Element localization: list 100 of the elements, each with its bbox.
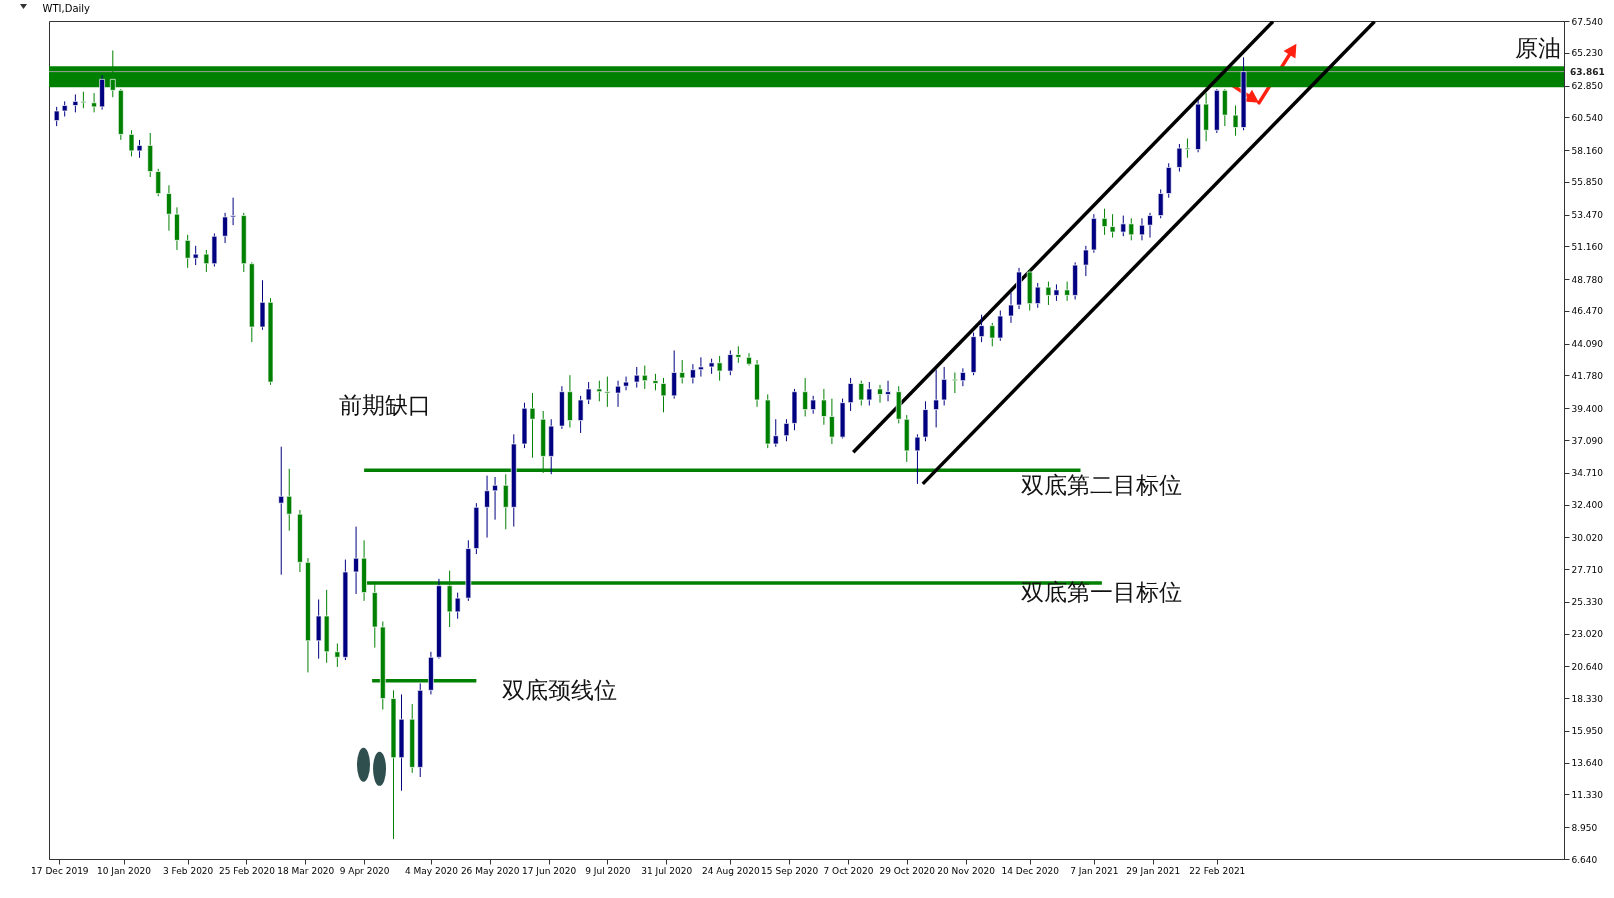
- candlestick: [727, 349, 734, 376]
- y-tick-label: 58.160: [1571, 145, 1604, 156]
- y-tick-label: 32.400: [1571, 500, 1604, 511]
- candlestick: [155, 168, 162, 197]
- y-tick-label: 37.090: [1571, 435, 1604, 446]
- y-tick-label: 6.640: [1571, 854, 1598, 865]
- candlestick: [353, 526, 359, 595]
- x-tick-label: 10 Jan 2020: [97, 865, 152, 876]
- x-tick-label: 26 May 2020: [460, 865, 520, 876]
- annotation: 原油: [1515, 35, 1562, 61]
- candlestick: [230, 197, 236, 226]
- annotation: 双底颈线位: [502, 678, 618, 704]
- candlestick: [772, 418, 779, 448]
- x-tick-label: 4 May 2020: [404, 865, 459, 876]
- x-tick-label: 17 Dec 2019: [31, 865, 89, 876]
- candlestick: [454, 592, 461, 620]
- candlestick: [1128, 217, 1135, 241]
- annotation: 双底第一目标位: [1021, 580, 1183, 606]
- candlestick: [596, 380, 603, 402]
- candlestick: [623, 376, 629, 391]
- y-tick-label: 13.640: [1571, 758, 1604, 769]
- x-tick-label: 3 Feb 2020: [163, 865, 214, 876]
- candlestick: [633, 366, 640, 389]
- y-tick-label: 46.470: [1571, 306, 1604, 317]
- candlestick: [866, 381, 873, 406]
- candlestick: [933, 369, 939, 428]
- ref-line-label: 63.861: [1570, 66, 1605, 77]
- candlestick: [989, 322, 996, 347]
- candlestick: [960, 367, 966, 387]
- x-tick-label: 29 Jan 2021: [1126, 865, 1181, 876]
- candlestick: [1064, 281, 1070, 302]
- y-tick-label: 60.540: [1571, 112, 1604, 123]
- x-tick-label: 20 Nov 2020: [937, 865, 996, 876]
- chart-title: WTI,Daily: [42, 3, 91, 14]
- y-tick-label: 62.850: [1571, 81, 1604, 92]
- candlestick: [502, 473, 509, 530]
- y-tick-label: 39.400: [1571, 403, 1604, 414]
- x-tick-label: 29 Oct 2020: [879, 865, 936, 876]
- y-tick-label: 27.710: [1571, 564, 1604, 575]
- candlestick: [858, 380, 865, 406]
- candlestick: [222, 212, 228, 244]
- x-tick-label: 25 Feb 2020: [218, 865, 276, 876]
- candlestick: [877, 384, 883, 404]
- candlestick: [1157, 188, 1164, 219]
- y-tick-label: 20.640: [1571, 661, 1604, 672]
- y-tick-label: 25.330: [1571, 597, 1604, 608]
- candlestick: [829, 398, 835, 445]
- x-tick-label: 18 Mar 2020: [277, 865, 335, 876]
- candlestick: [91, 92, 97, 113]
- candlestick: [679, 359, 686, 384]
- y-tick-label: 15.950: [1571, 726, 1604, 737]
- candlestick: [885, 380, 891, 402]
- candlestick: [802, 377, 809, 417]
- candlestick: [671, 349, 678, 400]
- x-tick-label: 14 Dec 2020: [1001, 865, 1060, 876]
- candlestick: [1147, 212, 1153, 239]
- candlestick: [1083, 245, 1089, 277]
- y-tick-label: 11.330: [1571, 789, 1604, 800]
- candlestick: [821, 388, 827, 426]
- x-tick-label: 15 Sep 2020: [761, 865, 819, 876]
- y-tick-label: 34.710: [1571, 468, 1604, 479]
- candlestick: [192, 245, 199, 266]
- y-tick-label: 30.020: [1571, 532, 1604, 543]
- y-tick-label: 18.330: [1571, 693, 1604, 704]
- x-tick-label: 7 Jan 2021: [1070, 865, 1119, 876]
- candlestick: [286, 468, 293, 532]
- candlestick: [952, 371, 958, 394]
- candlestick: [184, 234, 191, 269]
- candlestick: [278, 446, 285, 576]
- candlestick: [641, 365, 648, 390]
- candlestick: [492, 476, 498, 521]
- candlestick: [1034, 282, 1041, 309]
- y-tick-label: 8.950: [1571, 822, 1598, 833]
- y-tick-label: 55.850: [1571, 177, 1604, 188]
- candlestick: [53, 106, 60, 127]
- candlestick: [1008, 292, 1014, 324]
- x-tick-label: 9 Jul 2020: [585, 865, 631, 876]
- y-tick-label: 67.540: [1571, 16, 1604, 27]
- y-tick-label: 51.160: [1571, 241, 1604, 252]
- x-tick-label: 17 Jun 2020: [521, 865, 577, 876]
- candlestick: [484, 475, 490, 539]
- y-tick-label: 48.780: [1571, 274, 1604, 285]
- x-tick-label: 22 Feb 2021: [1189, 865, 1246, 876]
- candlestick: [166, 184, 172, 232]
- candlestick: [604, 376, 611, 408]
- annotation: 双底第二目标位: [1021, 473, 1183, 499]
- y-tick-label: 53.470: [1571, 210, 1604, 221]
- y-tick-label: 44.090: [1571, 339, 1604, 350]
- y-tick-label: 65.230: [1571, 48, 1604, 59]
- annotation: 前期缺口: [339, 393, 432, 419]
- x-tick-label: 9 Apr 2020: [339, 865, 390, 876]
- candlestick: [1120, 215, 1127, 237]
- candlestick: [698, 356, 704, 378]
- y-tick-label: 23.020: [1571, 629, 1604, 640]
- x-tick-label: 7 Oct 2020: [823, 865, 874, 876]
- x-tick-label: 31 Jul 2020: [641, 865, 693, 876]
- candlestick: [997, 310, 1004, 342]
- y-tick-label: 41.780: [1571, 370, 1604, 381]
- candlestick: [690, 363, 696, 384]
- candlestick: [941, 366, 948, 406]
